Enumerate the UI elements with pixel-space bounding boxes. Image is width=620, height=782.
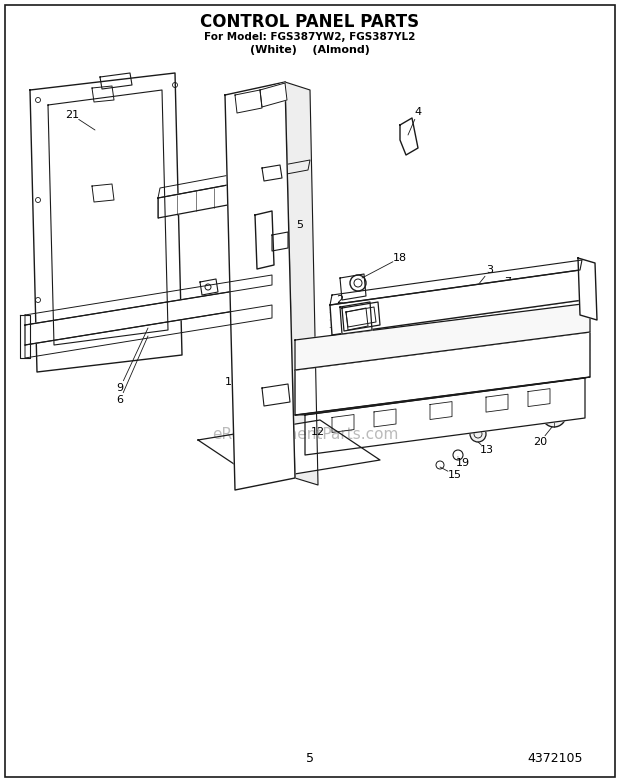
Text: For Model: FGS387YW2, FGS387YL2: For Model: FGS387YW2, FGS387YL2 — [205, 32, 415, 42]
Text: 12: 12 — [311, 427, 325, 437]
Polygon shape — [295, 332, 590, 415]
Polygon shape — [285, 82, 318, 485]
Text: 18: 18 — [393, 253, 407, 263]
Text: 20: 20 — [533, 437, 547, 447]
Polygon shape — [25, 285, 272, 345]
Polygon shape — [30, 73, 182, 372]
Text: CONTROL PANEL PARTS: CONTROL PANEL PARTS — [200, 13, 420, 31]
Polygon shape — [225, 82, 295, 490]
Text: 5: 5 — [306, 752, 314, 765]
Text: 9: 9 — [117, 383, 123, 393]
Text: 4372105: 4372105 — [527, 752, 583, 765]
Polygon shape — [295, 303, 590, 370]
Text: 1: 1 — [529, 285, 536, 295]
Text: 17: 17 — [341, 327, 355, 337]
Polygon shape — [198, 420, 380, 480]
Text: 16: 16 — [225, 377, 239, 387]
Polygon shape — [305, 378, 585, 455]
Text: 8: 8 — [252, 163, 260, 173]
Circle shape — [542, 403, 566, 427]
Text: 6: 6 — [117, 395, 123, 405]
Polygon shape — [235, 90, 262, 113]
Text: 7: 7 — [505, 277, 511, 287]
Polygon shape — [260, 83, 287, 107]
Text: 21: 21 — [65, 110, 79, 120]
Polygon shape — [578, 258, 597, 320]
Text: 5: 5 — [296, 220, 304, 230]
Circle shape — [470, 426, 486, 442]
Text: 13: 13 — [480, 445, 494, 455]
Text: 11: 11 — [251, 149, 265, 159]
Text: 3: 3 — [487, 265, 494, 275]
Text: 4: 4 — [414, 107, 422, 117]
Text: 2: 2 — [337, 295, 343, 305]
Text: 15: 15 — [448, 470, 462, 480]
Text: (White)    (Almond): (White) (Almond) — [250, 45, 370, 55]
Text: 19: 19 — [456, 458, 470, 468]
Text: 10: 10 — [241, 176, 255, 186]
Text: eReplacementParts.com: eReplacementParts.com — [212, 428, 398, 443]
Polygon shape — [330, 270, 583, 335]
Polygon shape — [340, 302, 372, 334]
Polygon shape — [158, 170, 308, 218]
